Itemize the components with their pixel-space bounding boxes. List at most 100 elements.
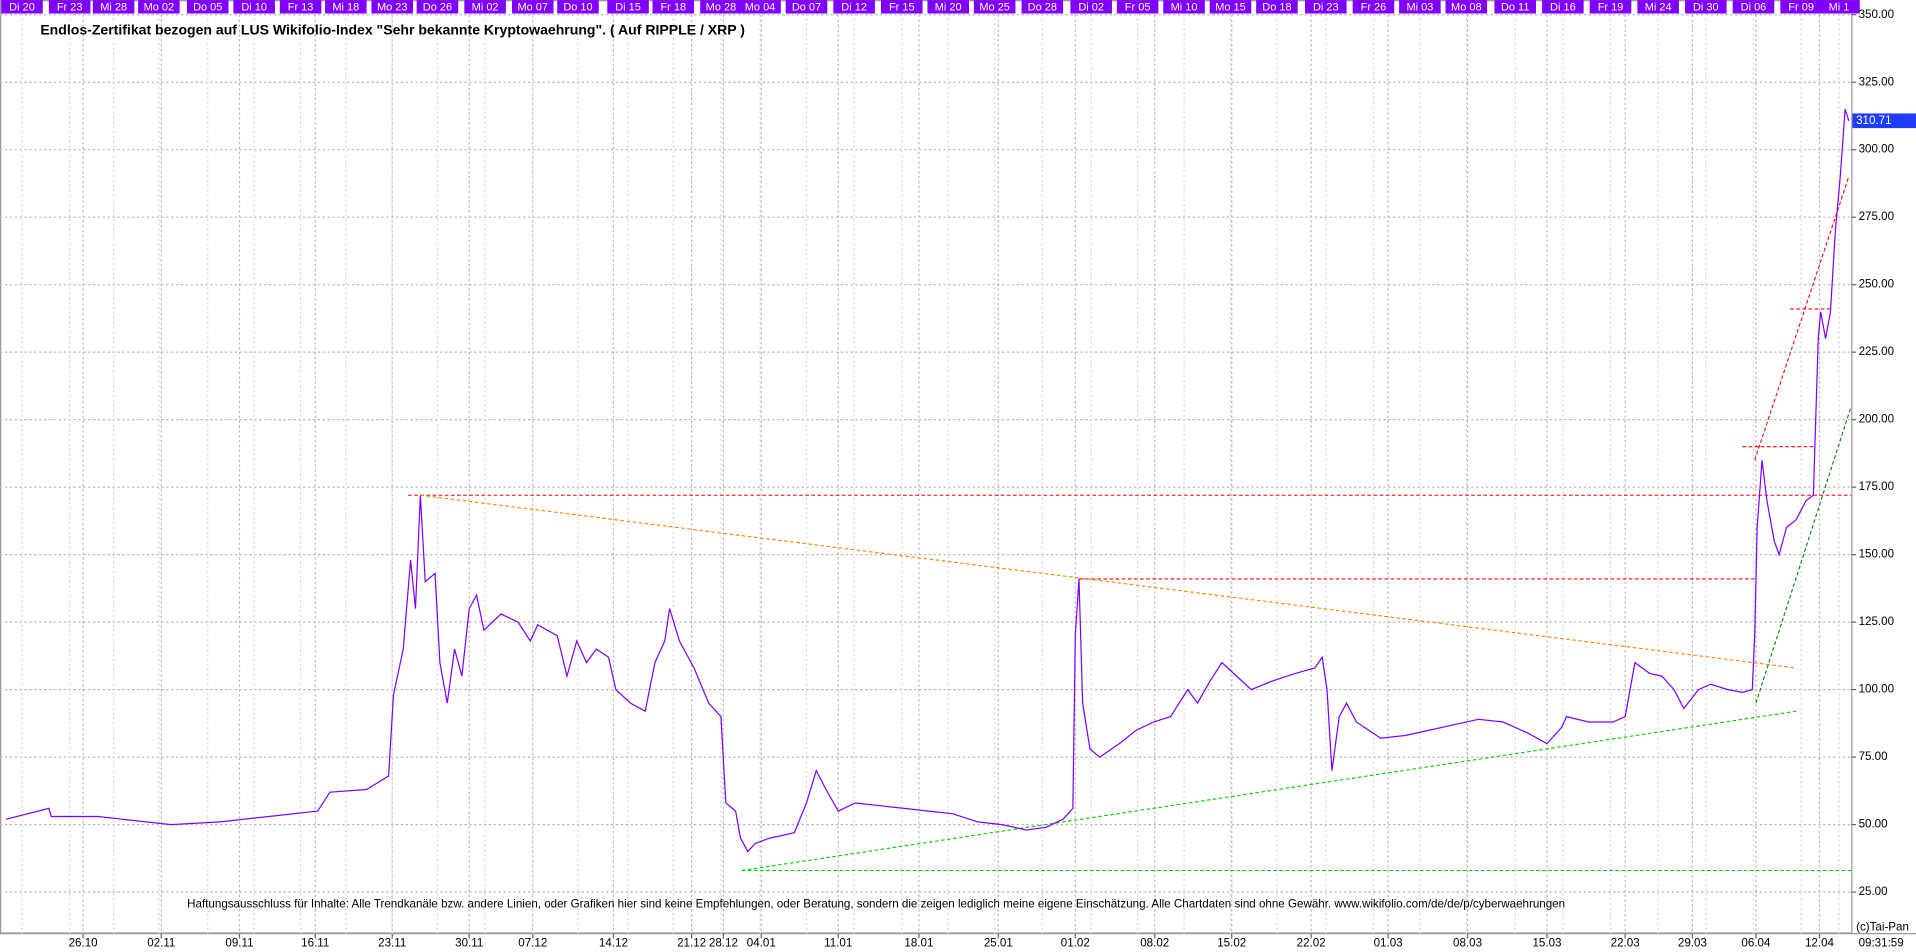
x-tick-label: 22.03 xyxy=(1611,936,1640,949)
x-tick-label: 23.11 xyxy=(378,936,406,949)
copyright: (c)Tai-Pan xyxy=(1856,921,1909,934)
top-tick-label: Di 06 xyxy=(1741,1,1767,13)
top-tick-box xyxy=(233,0,275,14)
top-tick-box xyxy=(1256,0,1298,14)
top-tick-label: Di 20 xyxy=(9,1,35,13)
y-tick-label: 250.00 xyxy=(1859,278,1894,291)
top-tick-box xyxy=(1116,0,1159,14)
top-tick-label: Mi 28 xyxy=(100,1,127,13)
price-line xyxy=(5,109,1850,853)
top-tick-label: Do 28 xyxy=(1028,1,1057,13)
top-tick-box xyxy=(785,0,828,14)
x-tick-label: 01.02 xyxy=(1061,936,1090,949)
top-tick-label: Mo 23 xyxy=(377,1,408,13)
x-tick-label: 16.11 xyxy=(301,936,329,949)
top-tick-box xyxy=(48,0,91,14)
top-tick-box xyxy=(1352,0,1395,14)
x-tick-label: 14.12 xyxy=(599,936,628,949)
top-tick-label: Mo 25 xyxy=(979,1,1010,13)
top-tick-box xyxy=(927,0,969,14)
top-tick-label: Mo 15 xyxy=(1215,1,1246,13)
top-tick-box xyxy=(652,0,695,14)
y-tick-label: 200.00 xyxy=(1859,413,1894,426)
top-tick-box xyxy=(138,0,180,14)
top-tick-label: Do 05 xyxy=(193,1,222,13)
y-tick-label: 50.00 xyxy=(1859,818,1888,831)
top-tick-label: Mi 03 xyxy=(1406,1,1433,13)
x-tick-label: 18.01 xyxy=(904,936,933,949)
top-tick-label: Fr 18 xyxy=(660,1,686,13)
top-tick-box xyxy=(1685,0,1727,14)
top-tick-box xyxy=(1070,0,1112,14)
y-tick-label: 125.00 xyxy=(1859,615,1894,628)
top-tick-box xyxy=(557,0,599,14)
trendlines xyxy=(408,176,1852,872)
top-tick-label: Mo 07 xyxy=(517,1,548,13)
time: 09:31:59 xyxy=(1859,936,1904,949)
top-tick-box xyxy=(1637,0,1679,14)
y-tick-label: 175.00 xyxy=(1859,480,1894,493)
top-tick-label: Mi 1 xyxy=(1829,1,1850,13)
top-tick-label: Mi 24 xyxy=(1645,1,1672,13)
x-tick-label: 06.04 xyxy=(1741,936,1771,949)
top-tick-box xyxy=(1021,0,1064,14)
chart-title: Endlos-Zertifikat bezogen auf LUS Wikifo… xyxy=(40,21,745,37)
x-tick-label: 15.02 xyxy=(1217,936,1246,949)
top-tick-box xyxy=(416,0,459,14)
x-tick-label: 09.11 xyxy=(225,936,253,949)
top-tick-box xyxy=(1445,0,1488,14)
y-tick-label: 325.00 xyxy=(1859,75,1894,88)
last-value-label: 310.71 xyxy=(1856,114,1891,127)
top-tick-box xyxy=(279,0,322,14)
top-tick-box xyxy=(1818,0,1860,14)
top-tick-box xyxy=(1305,0,1347,14)
top-tick-box xyxy=(1732,0,1775,14)
x-tick-label: 08.02 xyxy=(1140,936,1169,949)
top-tick-label: Do 26 xyxy=(423,1,452,13)
x-tick-label: 26.10 xyxy=(69,936,98,949)
top-tick-box xyxy=(186,0,229,14)
top-tick-box xyxy=(607,0,649,14)
top-tick-box xyxy=(739,0,781,14)
top-tick-label: Mo 08 xyxy=(1451,1,1482,13)
y-tick-label: 150.00 xyxy=(1859,548,1894,561)
top-tick-label: Di 16 xyxy=(1550,1,1576,13)
top-tick-label: Mi 18 xyxy=(332,1,359,13)
top-tick-box xyxy=(881,0,923,14)
x-tick-label: 22.02 xyxy=(1297,936,1326,949)
top-tick-label: Mi 10 xyxy=(1171,1,1198,13)
top-tick-box xyxy=(511,0,554,14)
top-tick-box xyxy=(1163,0,1205,14)
y-tick-label: 75.00 xyxy=(1859,750,1888,763)
x-tick-label: 01.03 xyxy=(1374,936,1403,949)
top-tick-box xyxy=(1209,0,1252,14)
top-tick-box xyxy=(1,0,43,14)
trendline xyxy=(1755,405,1852,704)
disclaimer: Haftungsausschluss für Inhalte: Alle Tre… xyxy=(187,897,1565,910)
x-tick-label: 08.03 xyxy=(1453,936,1482,949)
top-tick-label: Mi 20 xyxy=(935,1,962,13)
top-tick-label: Di 02 xyxy=(1078,1,1104,13)
top-tick-label: Fr 13 xyxy=(288,1,314,13)
top-tick-box xyxy=(1542,0,1584,14)
top-tick-box xyxy=(833,0,875,14)
top-tick-label: Do 07 xyxy=(792,1,821,13)
x-tick-label: 15.03 xyxy=(1532,936,1561,949)
x-tick-label: 29.03 xyxy=(1678,936,1707,949)
y-tick-label: 100.00 xyxy=(1859,683,1894,696)
top-tick-box xyxy=(700,0,742,14)
top-tick-box xyxy=(464,0,506,14)
top-tick-label: Di 10 xyxy=(241,1,267,13)
top-tick-label: Do 11 xyxy=(1501,1,1530,13)
top-tick-label: Mi 02 xyxy=(472,1,499,13)
top-tick-box xyxy=(973,0,1016,14)
y-tick-label: 300.00 xyxy=(1859,143,1894,156)
top-tick-label: Do 18 xyxy=(1262,1,1291,13)
x-tick-label: 04.01 xyxy=(747,936,776,949)
top-tick-label: Fr 23 xyxy=(57,1,83,13)
top-tick-label: Fr 26 xyxy=(1361,1,1387,13)
x-tick-label: 30.11 xyxy=(455,936,483,949)
